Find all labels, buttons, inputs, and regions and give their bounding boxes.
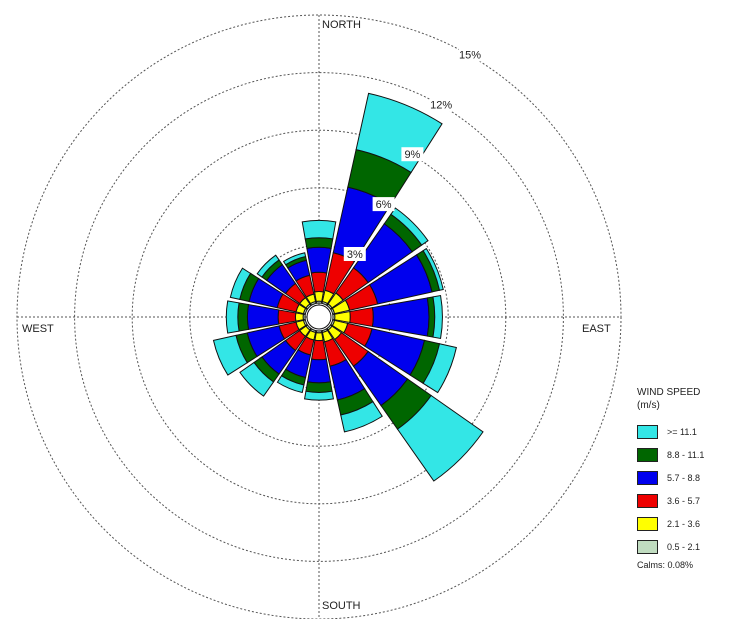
ring-label: 15%	[459, 49, 481, 61]
north-label: NORTH	[322, 19, 361, 31]
east-label: EAST	[582, 323, 611, 335]
ring-labels: 3% 6% 9% 12% 15%	[343, 47, 481, 261]
ring-label-bg	[401, 147, 424, 162]
legend-swatch	[637, 516, 658, 531]
legend-swatch	[637, 447, 658, 462]
calms-note: Calms: 0.08%	[637, 560, 694, 570]
petal-segment-sw	[239, 361, 275, 397]
petal-segment-n	[306, 246, 332, 274]
west-label: WEST	[22, 323, 54, 335]
ring-label-bg	[459, 47, 481, 62]
legend-swatch	[637, 539, 658, 554]
wind-petals	[212, 92, 484, 482]
petal-segment-ese	[422, 343, 457, 394]
legend-item: 2.1 - 3.6	[637, 512, 732, 535]
legend-item: 8.8 - 11.1	[637, 443, 732, 466]
petal-segment-nw	[256, 254, 280, 278]
legend-label: 3.6 - 5.7	[667, 495, 701, 506]
petal-segment-s	[310, 339, 328, 361]
petal-segment-nnw	[282, 252, 307, 266]
petal-segment-s	[306, 358, 332, 384]
legend-item: >= 11.1	[637, 420, 732, 443]
wind-speed-legend: WIND SPEED (m/s) >= 11.1 8.8 - 11.1 5.7 …	[637, 386, 732, 570]
petal-segment-w	[246, 303, 280, 331]
petal-segment-wnw	[229, 267, 252, 301]
grid-ring	[74, 72, 564, 562]
direction-labels: NORTH EAST SOUTH WEST	[22, 19, 611, 612]
petal-segment-s	[314, 332, 324, 342]
petal-segment-se	[396, 394, 484, 482]
petal-segment-wsw	[212, 334, 248, 376]
ring-label: 3%	[347, 249, 363, 261]
ring-label: 6%	[376, 199, 392, 211]
ring-label-bg	[430, 97, 453, 112]
petal-segment-w	[277, 309, 297, 325]
ring-label: 9%	[404, 149, 420, 161]
petal-segment-ssw	[276, 375, 305, 394]
legend-label: 0.5 - 2.1	[667, 541, 701, 552]
petal-segment-n	[310, 271, 328, 293]
legend-title-line2: (m/s)	[637, 400, 660, 411]
petal-segment-w	[237, 302, 250, 332]
legend-title: WIND SPEED (m/s)	[637, 386, 732, 412]
legend-item: 5.7 - 8.8	[637, 466, 732, 489]
legend-label: 8.8 - 11.1	[667, 449, 705, 460]
legend-swatch	[637, 424, 658, 439]
ring-label-bg	[372, 197, 395, 212]
petal-segment-ne	[390, 207, 429, 246]
ring-label: 12%	[430, 99, 452, 111]
petal-segment-e	[349, 306, 374, 328]
petal-segment-s	[303, 390, 335, 401]
petal-segment-n	[301, 219, 337, 240]
legend-label: 5.7 - 8.8	[667, 472, 701, 483]
petal-segment-n	[304, 237, 334, 249]
legend-item: 0.5 - 2.1	[637, 535, 732, 558]
legend-swatch	[637, 493, 658, 508]
center-calm-circle	[306, 304, 332, 330]
legend-label: 2.1 - 3.6	[667, 518, 701, 529]
south-label: SOUTH	[322, 600, 361, 612]
petal-segment-s	[305, 381, 333, 393]
petal-segment-sse	[340, 400, 383, 433]
petal-segment-w	[225, 300, 240, 334]
ring-label-bg	[343, 246, 366, 261]
petal-segment-w	[294, 312, 304, 322]
legend-swatch	[637, 470, 658, 485]
legend-item: 3.6 - 5.7	[637, 489, 732, 512]
petal-segment-e	[432, 294, 443, 340]
legend-label: >= 11.1	[667, 426, 697, 437]
petal-segment-n	[313, 290, 325, 302]
petal-segment-ene	[422, 247, 444, 291]
legend-title-line1: WIND SPEED	[637, 387, 701, 398]
